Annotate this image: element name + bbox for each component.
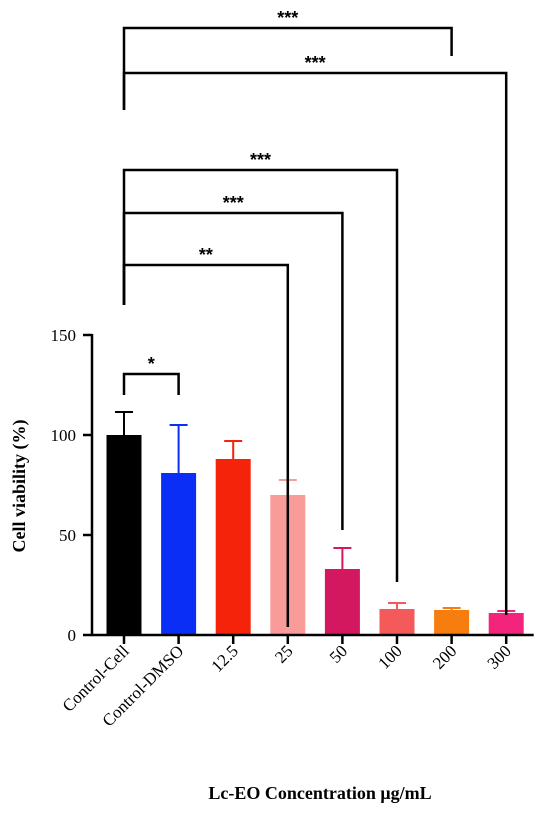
significance-label: *** (277, 8, 298, 28)
significance-bracket (122, 372, 180, 395)
y-axis: 0 50 100 150 (51, 326, 94, 645)
x-tick-label: 200 (429, 641, 460, 672)
x-tick-label: 100 (374, 641, 405, 672)
bar-100 (379, 609, 415, 635)
x-tick-label: 12.5 (208, 641, 242, 675)
bar-Control-DMSO (161, 473, 197, 635)
significance-bracket (122, 263, 290, 627)
significance-label: *** (250, 150, 271, 170)
bar-Control-Cell (106, 435, 142, 635)
y-tick-label: 50 (59, 526, 76, 545)
significance-label: *** (223, 193, 244, 213)
error-bars-group (115, 411, 516, 613)
bar-200 (434, 610, 470, 635)
significance-label: * (148, 354, 155, 374)
x-axis-title: Lc-EO Concentration μg/mL (208, 783, 431, 803)
bar-300 (488, 613, 524, 635)
y-tick-label: 0 (68, 626, 77, 645)
y-tick-label: 150 (51, 326, 77, 345)
bar-50 (324, 569, 360, 635)
x-tick-label: 300 (484, 641, 515, 672)
significance-bracket (122, 168, 399, 582)
significance-label: ** (199, 245, 213, 265)
bar-12.5 (215, 459, 251, 635)
x-tick-label: 25 (271, 641, 296, 666)
y-axis-title: Cell viability (%) (9, 420, 30, 553)
x-tick-label: 50 (326, 641, 351, 666)
y-tick-label: 100 (51, 426, 77, 445)
bars-group (106, 435, 524, 635)
significance-bracket (122, 26, 453, 110)
significance-label: *** (305, 53, 326, 73)
significance-brackets-group: *************** (122, 8, 508, 627)
